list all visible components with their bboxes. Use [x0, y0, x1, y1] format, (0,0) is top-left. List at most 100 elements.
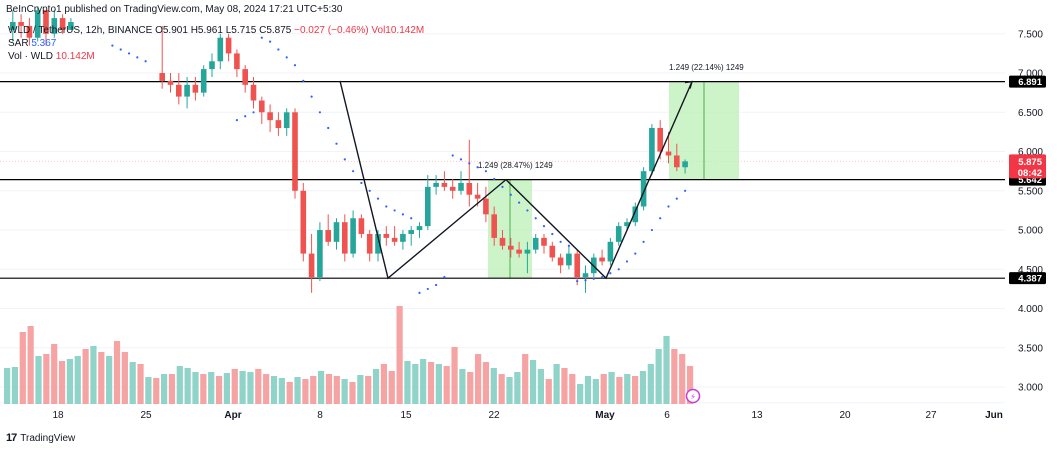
countdown-tag: 08:42: [1018, 168, 1042, 179]
sar-dot: [144, 60, 147, 63]
support-resistance-lines: [0, 80, 1005, 279]
volume-bar: [82, 349, 89, 404]
volume-bar: [357, 375, 364, 404]
volume-bar: [137, 364, 144, 404]
sar-row[interactable]: SAR 5.367: [8, 37, 424, 50]
candle-body: [665, 151, 672, 156]
volume-bar: [310, 376, 317, 404]
current-price-tag: 5.875: [1018, 157, 1042, 168]
volume-bar: [349, 382, 356, 404]
sar-dot: [592, 277, 595, 280]
candle-body: [549, 245, 556, 258]
sar-dot: [111, 44, 114, 47]
candle-body: [34, 10, 41, 38]
sar-dot: [285, 56, 288, 59]
candle-body: [308, 253, 315, 278]
volume-bar: [294, 377, 301, 404]
volume-bar: [11, 367, 19, 404]
volume-bar: [420, 359, 427, 404]
ohlc-close: C5.875: [259, 25, 292, 36]
sar-dot: [418, 291, 421, 294]
volume-bar: [239, 371, 246, 404]
sar-dot: [675, 197, 678, 200]
time-tick: 22: [488, 410, 500, 421]
sar-dot: [567, 244, 571, 247]
sar-dot: [468, 162, 471, 165]
volume-bar: [263, 374, 270, 404]
candle-body: [225, 37, 232, 54]
candle-body: [333, 222, 340, 242]
volume-bar: [639, 371, 647, 404]
zigzag-pattern: [339, 80, 693, 280]
volume-bar: [514, 372, 521, 404]
volume-bar: [616, 377, 623, 404]
volume-bar: [4, 368, 11, 404]
sar-dot: [302, 79, 305, 82]
chart-legend: WLD / TetherUS, 12h, BINANCE O5.901 H5.9…: [8, 24, 424, 63]
sar-dot: [235, 119, 238, 122]
level-high-tag-bg: [1009, 75, 1046, 88]
candle-body: [582, 273, 589, 278]
sar-dot: [551, 232, 554, 236]
time-tick: Jun: [985, 410, 1003, 421]
candle-body: [184, 84, 190, 97]
symbol-title[interactable]: WLD / TetherUS, 12h, BINANCE: [8, 25, 153, 36]
lightning-icon: ⚡: [690, 393, 696, 402]
sar-dot: [352, 170, 355, 173]
candle-body: [292, 112, 298, 191]
candle-body: [474, 194, 481, 199]
volume-bar: [498, 374, 505, 404]
volume-row[interactable]: Vol · WLD 10.142M: [8, 50, 424, 63]
time-tick: 8: [317, 410, 323, 421]
volume-bar: [459, 369, 466, 404]
price-change: −0.027 (−0.46%): [294, 25, 369, 36]
sar-dot: [650, 228, 654, 232]
sar-dot: [368, 189, 371, 192]
candle-body: [375, 233, 381, 254]
sar-dot: [293, 64, 297, 67]
candle-body: [574, 253, 580, 278]
sar-dot: [244, 115, 247, 118]
candle-body: [682, 161, 688, 168]
volume-bar: [106, 356, 113, 404]
current-price-tag-bg: [1009, 154, 1046, 179]
volume-bars: [4, 306, 694, 404]
sar-dot: [609, 272, 612, 275]
candle-body: [10, 22, 16, 30]
volume-bar: [569, 374, 576, 404]
measure-label-1: 1.249 (28.47%) 1249: [478, 161, 553, 170]
price-axis[interactable]: 7.500 7.000 6.500 6.000 5.500 5.000 4.500 4.000…: [1018, 29, 1043, 393]
time-tick: 20: [839, 410, 851, 421]
candle-body: [541, 237, 547, 246]
candle-body: [167, 80, 174, 85]
volume-bar: [671, 349, 678, 404]
tradingview-brand[interactable]: 17 TradingView: [6, 432, 75, 444]
volume-bar: [600, 374, 607, 404]
brand-name: TradingView: [20, 432, 76, 444]
candle-body: [674, 155, 680, 168]
volume-bar: [561, 368, 568, 404]
volume-bar: [51, 344, 58, 404]
live-badge[interactable]: ⚡: [685, 388, 701, 404]
sar-dot: [435, 283, 438, 287]
candle-body: [615, 226, 622, 242]
volume-bar: [153, 378, 160, 404]
price-tick: 6.500: [1018, 108, 1043, 119]
volume-bar: [372, 369, 380, 404]
volume-bar: [632, 376, 639, 404]
candle-body: [483, 198, 489, 215]
volume-bar: [388, 371, 395, 404]
time-axis[interactable]: 18 25 Apr 8 15 22 May 6 13 20 27 Jun: [52, 410, 1002, 421]
measure-label-2: 1.249 (22.14%) 1249: [669, 63, 744, 72]
volume-bar: [113, 341, 121, 404]
sar-dot: [277, 48, 280, 51]
sar-dot: [451, 154, 454, 157]
candle-body: [317, 230, 323, 278]
volume-bar: [679, 354, 686, 404]
price-tick: 4.000: [1018, 304, 1043, 315]
candle-body: [300, 190, 307, 254]
price-tick: 7.000: [1018, 69, 1043, 80]
symbol-row[interactable]: WLD / TetherUS, 12h, BINANCE O5.901 H5.9…: [8, 24, 424, 37]
